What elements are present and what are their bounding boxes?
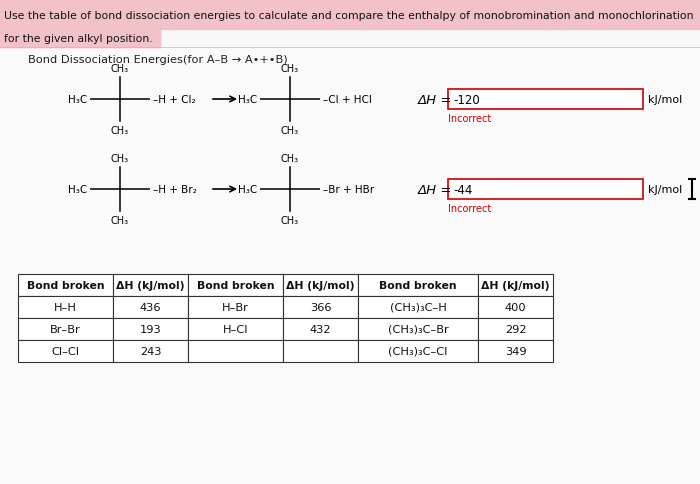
Text: ΔH =: ΔH =: [418, 183, 452, 196]
Text: kJ/mol: kJ/mol: [648, 95, 682, 105]
Text: 292: 292: [505, 324, 526, 334]
Bar: [478, 274, 553, 296]
Text: for the given alkyl position.: for the given alkyl position.: [4, 34, 153, 44]
Text: CH₃: CH₃: [111, 64, 129, 74]
Bar: [283, 340, 358, 362]
Text: ΔH (kJ/mol): ΔH (kJ/mol): [116, 280, 185, 290]
Bar: [188, 340, 283, 362]
Text: H–Br: H–Br: [222, 302, 249, 312]
Bar: [18, 296, 113, 318]
Text: 193: 193: [139, 324, 162, 334]
Text: ΔH (kJ/mol): ΔH (kJ/mol): [482, 280, 550, 290]
Bar: [18, 274, 113, 296]
Text: CH₃: CH₃: [281, 215, 299, 226]
Bar: [0, 0, 700, 30]
Bar: [0, 30, 160, 48]
Bar: [478, 318, 553, 340]
Text: H–H: H–H: [54, 302, 77, 312]
Text: Bond broken: Bond broken: [27, 280, 104, 290]
Bar: [448, 90, 643, 110]
Text: 349: 349: [505, 346, 526, 356]
Text: CH₃: CH₃: [281, 64, 299, 74]
Bar: [188, 296, 283, 318]
Text: –Cl + HCl: –Cl + HCl: [323, 95, 372, 105]
Bar: [0, 30, 700, 48]
Text: CH₃: CH₃: [111, 154, 129, 164]
Bar: [448, 180, 643, 199]
Text: –H + Cl₂: –H + Cl₂: [153, 95, 195, 105]
Text: -120: -120: [453, 93, 480, 106]
Text: Bond Dissociation Energies(for A–B → A•+•B): Bond Dissociation Energies(for A–B → A•+…: [28, 55, 288, 65]
Bar: [113, 274, 188, 296]
Bar: [113, 340, 188, 362]
Text: H₃C: H₃C: [68, 184, 87, 195]
Text: (CH₃)₃C–Cl: (CH₃)₃C–Cl: [389, 346, 448, 356]
Bar: [358, 296, 478, 318]
Text: Cl–Cl: Cl–Cl: [52, 346, 80, 356]
Bar: [283, 296, 358, 318]
Text: kJ/mol: kJ/mol: [648, 184, 682, 195]
Text: H–Cl: H–Cl: [223, 324, 248, 334]
Text: Br–Br: Br–Br: [50, 324, 81, 334]
Text: Bond broken: Bond broken: [379, 280, 457, 290]
Text: -44: -44: [453, 183, 473, 196]
Bar: [18, 340, 113, 362]
Bar: [283, 318, 358, 340]
Text: CH₃: CH₃: [281, 154, 299, 164]
Text: H₃C: H₃C: [68, 95, 87, 105]
Bar: [358, 340, 478, 362]
Text: Incorrect: Incorrect: [448, 204, 491, 213]
Text: (CH₃)₃C–Br: (CH₃)₃C–Br: [388, 324, 449, 334]
Text: –H + Br₂: –H + Br₂: [153, 184, 197, 195]
Text: ΔH (kJ/mol): ΔH (kJ/mol): [286, 280, 355, 290]
Bar: [283, 274, 358, 296]
Text: Use the table of bond dissociation energies to calculate and compare the enthalp: Use the table of bond dissociation energ…: [4, 11, 694, 21]
Text: CH₃: CH₃: [111, 215, 129, 226]
Text: 432: 432: [309, 324, 331, 334]
Bar: [18, 318, 113, 340]
Text: (CH₃)₃C–H: (CH₃)₃C–H: [390, 302, 447, 312]
Bar: [358, 274, 478, 296]
Bar: [113, 296, 188, 318]
Text: Incorrect: Incorrect: [448, 114, 491, 124]
Text: ΔH =: ΔH =: [418, 93, 452, 106]
Bar: [0, 30, 160, 48]
Text: 243: 243: [140, 346, 161, 356]
Bar: [478, 296, 553, 318]
Text: CH₃: CH₃: [281, 126, 299, 136]
Text: 436: 436: [140, 302, 161, 312]
Text: 366: 366: [309, 302, 331, 312]
Text: –Br + HBr: –Br + HBr: [323, 184, 374, 195]
Text: Bond broken: Bond broken: [197, 280, 274, 290]
Text: 400: 400: [505, 302, 526, 312]
Text: H₃C: H₃C: [238, 184, 257, 195]
Bar: [478, 340, 553, 362]
Text: CH₃: CH₃: [111, 126, 129, 136]
Bar: [113, 318, 188, 340]
Bar: [188, 274, 283, 296]
Bar: [358, 318, 478, 340]
Bar: [188, 318, 283, 340]
Text: H₃C: H₃C: [238, 95, 257, 105]
